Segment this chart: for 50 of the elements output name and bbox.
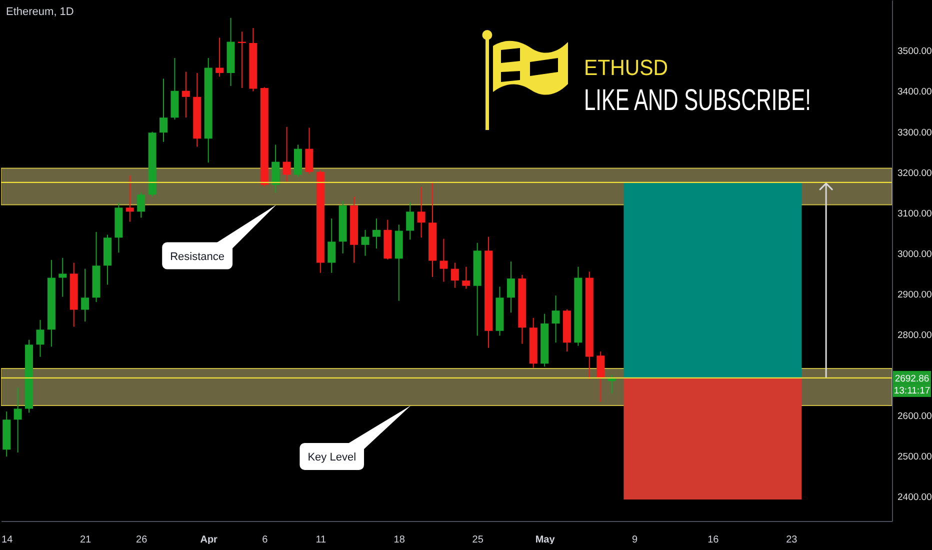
y-tick-label: 2500.00 <box>898 452 932 463</box>
candlestick <box>506 261 515 314</box>
x-tick-label: 25 <box>472 534 484 546</box>
candlestick <box>552 295 560 344</box>
x-tick-label: 26 <box>136 534 148 546</box>
text: LIKE AND SUBSCRIBE! <box>584 84 811 117</box>
candlestick <box>305 127 314 174</box>
x-tick-label: 9 <box>632 534 638 546</box>
x-tick-label: 11 <box>316 534 327 546</box>
x-tick-label: 21 <box>80 534 92 546</box>
candlestick <box>58 257 67 298</box>
x-tick-label: 23 <box>786 534 798 546</box>
candlestick <box>417 186 426 238</box>
candlestick <box>182 71 190 118</box>
candlestick <box>272 144 280 194</box>
x-tick-label: 14 <box>2 534 14 546</box>
y-tick-label: 3000.00 <box>898 248 932 260</box>
y-tick-label: 3200.00 <box>898 168 932 179</box>
x-tick-label: 6 <box>262 534 268 546</box>
candlestick <box>450 262 459 288</box>
candlestick <box>216 37 224 78</box>
annotation: Key Level <box>308 451 356 464</box>
y-tick-label: 2400.00 <box>898 492 932 504</box>
y-tick-label: 2600.00 <box>898 411 932 422</box>
candlestick <box>137 192 146 218</box>
candlestick <box>14 387 22 453</box>
candlestick <box>160 78 168 142</box>
y-tick-label: 3500.00 <box>898 46 932 58</box>
candlestick <box>328 218 336 274</box>
text: ETHUSD <box>584 56 668 80</box>
x-tick-label: 16 <box>708 534 720 546</box>
candlestick <box>440 238 448 282</box>
annotation: Resistance <box>170 250 225 263</box>
ref-line-label: 2692.86 <box>894 373 930 384</box>
candlestick <box>361 229 370 256</box>
candlestick <box>372 218 380 250</box>
candlestick <box>81 268 90 322</box>
y-tick-label: 2900.00 <box>898 289 932 300</box>
candlestick <box>282 126 291 182</box>
x-tick-label: 18 <box>394 534 406 546</box>
candlestick <box>462 266 470 290</box>
y-tick-label: 2800.00 <box>898 330 932 341</box>
candlestick <box>36 319 44 358</box>
candlestick <box>596 351 605 402</box>
annotation: Ethereum, 1D <box>6 6 74 18</box>
candlestick <box>126 175 134 222</box>
y-tick-label: 3100.00 <box>898 208 932 220</box>
y-tick-label: 3300.00 <box>898 127 932 138</box>
y-tick-label: 3400.00 <box>898 86 932 98</box>
candlestick <box>406 202 414 240</box>
